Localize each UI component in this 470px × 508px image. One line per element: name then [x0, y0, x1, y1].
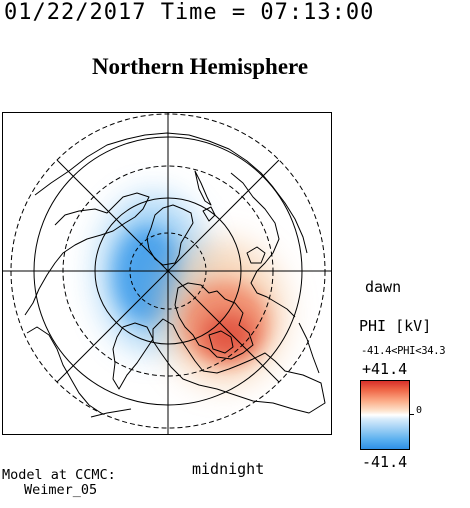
eurasia-coast-north: [34, 132, 308, 254]
header-datetime: 01/22/2017 Time = 07:13:00: [4, 0, 375, 25]
model-credit-line2: Weimer_05: [24, 482, 98, 498]
model-credit: Model at CCMC: Weimer_05: [2, 468, 116, 498]
iceland-coast: [246, 246, 266, 264]
colorbar-range: -41.4<PHI<34.3: [361, 345, 446, 357]
alaska-coast: [112, 322, 154, 390]
colorbar-label: PHI [kV]: [359, 317, 432, 335]
scandinavia-coast: [230, 172, 296, 318]
meridians: [3, 113, 331, 434]
midnight-label: midnight: [192, 460, 265, 478]
canada-arctic-archipelago: [174, 282, 254, 360]
map-title: Northern Hemisphere: [91, 54, 309, 79]
siberia-coast: [24, 192, 150, 316]
colorbar-max-label: +41.4: [362, 360, 408, 378]
novaya-zemlya-coast: [194, 170, 212, 206]
model-credit-line1: Model at CCMC:: [2, 467, 116, 483]
colorbar-zero-label: 0: [416, 405, 423, 416]
dawn-label: dawn: [365, 278, 402, 296]
north-america-coast: [152, 318, 326, 414]
polar-map: [2, 112, 332, 435]
aleutian-chain: [90, 408, 132, 418]
europe-coast: [298, 322, 320, 374]
meridian-diagonal-2: [56, 159, 280, 383]
hudson-bay: [208, 330, 234, 354]
coastlines: [24, 132, 326, 418]
kamchatka-coast: [26, 326, 102, 414]
colorbar: [360, 380, 410, 450]
colorbar-min-label: -41.4: [362, 453, 408, 471]
colorbar-zero-tick: [410, 414, 414, 415]
